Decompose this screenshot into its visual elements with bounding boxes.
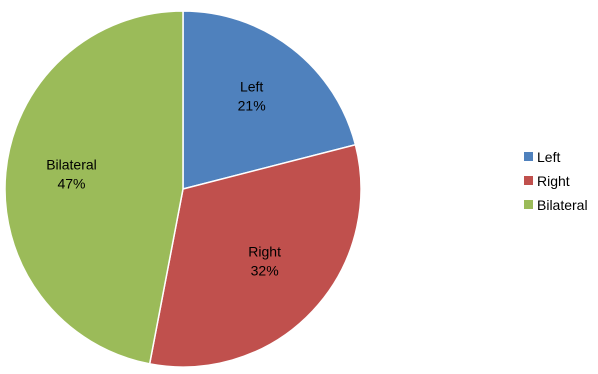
slice-label-percent: 32% — [251, 263, 279, 279]
slice-label-percent: 21% — [238, 98, 266, 114]
legend-swatch-right — [524, 176, 533, 185]
slice-label-left: Left 21% — [238, 79, 266, 114]
legend-swatch-bilateral — [524, 200, 533, 209]
legend: Left Right Bilateral — [524, 149, 588, 213]
pie-slice-right — [148, 143, 362, 368]
pie-slice-left — [182, 10, 357, 190]
slice-label-percent: 47% — [57, 175, 85, 191]
pie-labels: Left 21% Right 32% Bilateral 47% — [46, 79, 281, 279]
slice-label-name: Right — [248, 244, 281, 260]
legend-label-left: Left — [537, 149, 560, 165]
pie-slice-bilateral — [4, 10, 184, 365]
legend-label-bilateral: Bilateral — [537, 197, 588, 213]
pie-slices — [4, 10, 362, 368]
slice-label-name: Bilateral — [46, 156, 97, 172]
legend-label-right: Right — [537, 173, 570, 189]
slice-label-bilateral: Bilateral 47% — [46, 156, 97, 191]
slice-label-right: Right 32% — [248, 244, 281, 279]
slice-label-name: Left — [240, 79, 263, 95]
legend-swatch-left — [524, 152, 533, 161]
